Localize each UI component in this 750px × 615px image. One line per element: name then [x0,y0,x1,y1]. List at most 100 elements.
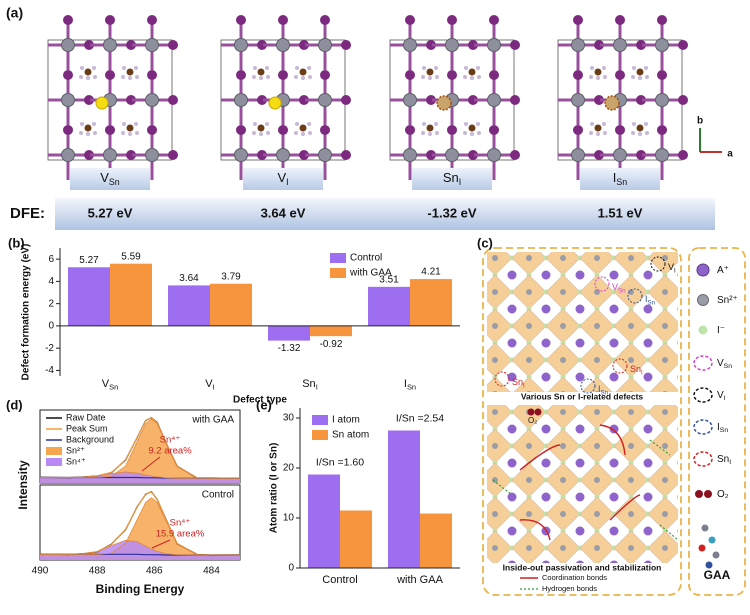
legend-label-main: V [717,390,724,401]
caption: Various Sn or I-related defects [521,391,644,401]
i-atom [257,95,267,105]
bar [310,325,352,337]
value-label: 5.59 [121,251,141,262]
organic [84,68,92,76]
sn-site [560,511,566,517]
legend-label-main: Sn²⁺ [717,295,738,306]
a-site [541,338,551,348]
a-site [643,424,653,434]
sn-atom [403,93,417,107]
y-tick-label: 0 [288,563,294,574]
structure-label-sub: I [459,177,461,187]
bar [110,263,152,326]
legend-o2 [695,490,703,498]
i-site [578,391,582,392]
a-site [643,560,653,563]
sn-atom [61,93,75,107]
i-atom [320,15,330,25]
organic-h [253,122,257,126]
x-tick-label-main: I [404,378,407,390]
organic-h [135,131,139,135]
organic-h [644,66,648,70]
y-tick-label: 2 [48,298,54,309]
a-site [609,458,619,468]
defect-label: VSn [612,282,626,294]
organic-h [603,75,607,79]
a-site [575,424,585,434]
a-site [643,372,653,382]
organic-h [596,132,600,136]
defect-marker [650,256,666,272]
sn-site [526,357,532,363]
i-atom [147,70,157,80]
i-atom [257,150,267,160]
panel-label: (a) [6,5,23,21]
organic-h [463,131,467,135]
sn-atom [655,148,669,162]
sn-site [594,357,600,363]
i-atom [84,95,94,105]
defect-label-main: I [598,384,601,394]
legend-label: SnI [717,454,731,466]
legend-label: I atom [332,415,360,426]
coordination-arrow [519,444,561,471]
a-site [609,560,619,563]
sn-site [526,255,532,261]
i-atom [105,70,115,80]
a-site [507,560,517,563]
sn-site [526,391,532,392]
y-axis-label: Intensity [16,460,30,510]
organic-h [477,131,481,135]
legend-label: Sn²⁺ [717,295,738,306]
i-atom [657,70,667,80]
legend-gaa [701,524,709,532]
caption: Inside-out passivation and stabilization [503,562,662,572]
i-atom [615,15,625,25]
sn-atom [445,148,459,162]
sn-site [628,545,634,551]
legend-label: Sn⁴⁺ [66,456,86,466]
dfe-value: -1.32 eV [427,205,476,220]
sn-site [492,357,498,363]
a-site [609,270,619,280]
legend-swatch [46,458,62,466]
peak-area [40,419,240,483]
defect-label-sub: I [523,382,525,389]
sn-site [526,443,532,449]
organic-h [590,66,594,70]
legend-defect [693,451,713,467]
legend-i [698,325,708,335]
sn-site [628,477,634,483]
organic [426,124,434,132]
i-atom [447,125,457,135]
i-site [663,562,667,563]
value-label: -1.32 [278,343,301,354]
sn-site [526,511,532,517]
x-tick-label: 484 [203,566,220,577]
legend-label: Sn atom [332,430,369,441]
i-atom [299,150,309,160]
i-atom [489,125,499,135]
legend-swatch [46,447,62,455]
sn-atom [571,148,585,162]
sn-atom [276,38,290,52]
sn-site [526,545,532,551]
i-atom [320,125,330,135]
legend-label: Control [350,253,382,264]
dfe-value: 3.64 eV [261,205,306,220]
i-site [527,562,531,563]
i-atom [405,70,415,80]
sn-atom [487,38,501,52]
organic-h [476,122,480,126]
organic-h [259,132,263,136]
a-site [541,372,551,382]
y-tick-label: 4 [48,276,54,287]
i-atom [63,15,73,25]
i-site [629,562,633,563]
organic-h [92,66,96,70]
legend-label-main: GAA [704,568,731,582]
defect-label-main: Sn [630,364,641,374]
octahedron [649,376,678,392]
value-label: 5.27 [79,255,99,266]
organic-h [92,122,96,126]
